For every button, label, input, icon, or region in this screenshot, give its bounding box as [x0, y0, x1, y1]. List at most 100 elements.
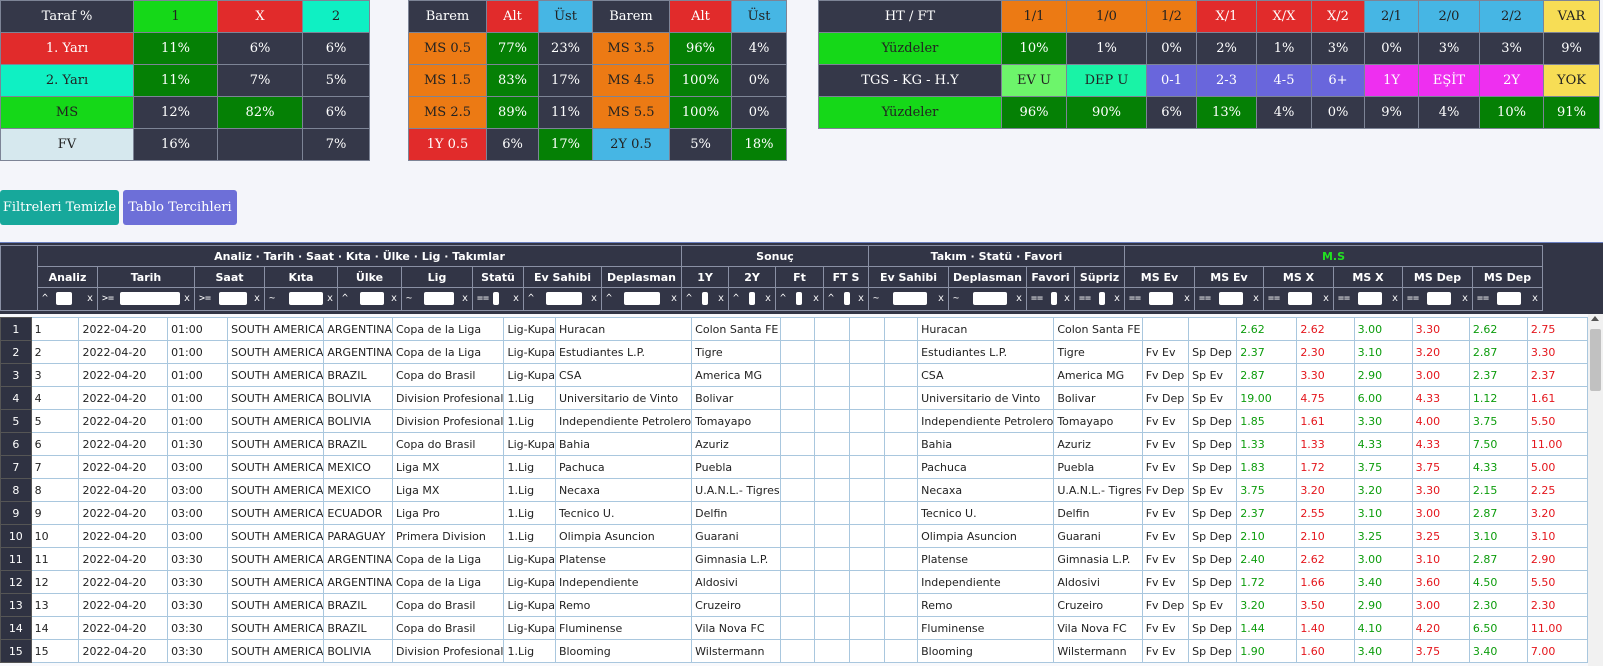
filter-operator[interactable]: ^ — [686, 293, 693, 304]
table-row[interactable]: 14 14 2022-04-20 03:30 SOUTH AMERICA BRAZIL Co… — [0, 616, 1589, 640]
filter-input[interactable] — [360, 292, 384, 305]
filter-operator[interactable]: == — [1338, 293, 1351, 304]
column-header[interactable]: Favori — [1026, 266, 1075, 288]
filter-clear-icon[interactable]: x — [764, 293, 771, 304]
column-header[interactable]: Deplasman — [948, 266, 1027, 288]
row-number[interactable]: 7 — [0, 455, 32, 479]
row-number[interactable]: 1 — [0, 317, 32, 341]
filter-operator[interactable]: >= — [199, 293, 212, 304]
column-header[interactable]: Deplasman — [601, 266, 682, 288]
filter-clear-icon[interactable]: x — [512, 293, 519, 304]
filter-operator[interactable]: == — [1079, 293, 1092, 304]
row-number[interactable]: 15 — [0, 639, 32, 663]
filter-clear-icon[interactable]: x — [1461, 293, 1468, 304]
filter-operator[interactable]: ~ — [953, 293, 960, 304]
filter-operator[interactable]: == — [1268, 293, 1281, 304]
filter-operator[interactable]: ^ — [733, 293, 740, 304]
filter-clear-icon[interactable]: x — [1015, 293, 1022, 304]
column-header[interactable]: Ev Sahibi — [868, 266, 949, 288]
filter-clear-icon[interactable]: x — [390, 293, 397, 304]
column-header[interactable]: FT S — [823, 266, 869, 288]
filter-operator[interactable]: ^ — [42, 293, 49, 304]
filter-operator[interactable]: ^ — [780, 293, 787, 304]
filter-operator[interactable]: >= — [102, 293, 115, 304]
column-header[interactable]: Kıta — [264, 266, 338, 288]
column-header[interactable]: Lig — [401, 266, 473, 288]
row-number[interactable]: 6 — [0, 432, 32, 456]
filter-input[interactable] — [893, 292, 927, 305]
filter-clear-icon[interactable]: x — [1063, 293, 1070, 304]
filter-operator[interactable]: == — [1129, 293, 1142, 304]
filter-input[interactable] — [1051, 292, 1057, 305]
filter-clear-icon[interactable]: x — [461, 293, 468, 304]
filter-operator[interactable]: ^ — [342, 293, 349, 304]
column-header[interactable]: MS Ev — [1124, 266, 1195, 288]
column-header[interactable]: Ev Sahibi — [523, 266, 602, 288]
filter-operator[interactable]: == — [1199, 293, 1212, 304]
filter-operator[interactable]: == — [1407, 293, 1420, 304]
vertical-scrollbar[interactable] — [1588, 314, 1603, 666]
filter-operator[interactable]: == — [1031, 293, 1044, 304]
column-header[interactable]: 1Y — [681, 266, 729, 288]
filter-operator[interactable]: ~ — [873, 293, 880, 304]
filter-input[interactable] — [624, 292, 660, 305]
table-row[interactable]: 13 13 2022-04-20 03:30 SOUTH AMERICA BRAZIL Co… — [0, 593, 1589, 617]
column-header[interactable]: Tarih — [97, 266, 195, 288]
filter-input[interactable] — [219, 292, 247, 305]
table-row[interactable]: 5 5 2022-04-20 01:00 SOUTH AMERICA BOLIVIA Div… — [0, 409, 1589, 433]
filter-clear-icon[interactable]: x — [183, 293, 190, 304]
row-number[interactable]: 13 — [0, 593, 32, 617]
table-row[interactable]: 15 15 2022-04-20 03:30 SOUTH AMERICA BOLIVIA D… — [0, 639, 1589, 663]
filter-input[interactable] — [973, 292, 1007, 305]
column-header[interactable]: Ft — [775, 266, 824, 288]
filter-clear-icon[interactable]: x — [1322, 293, 1329, 304]
filter-clear-icon[interactable]: x — [590, 293, 597, 304]
filter-operator[interactable]: ~ — [406, 293, 413, 304]
row-number[interactable]: 14 — [0, 616, 32, 640]
table-row[interactable]: 1 1 2022-04-20 01:00 SOUTH AMERICA ARGENTINA C… — [0, 317, 1589, 341]
table-row[interactable]: 2 2 2022-04-20 01:00 SOUTH AMERICA ARGENTINA C… — [0, 340, 1589, 364]
table-row[interactable]: 8 8 2022-04-20 03:00 SOUTH AMERICA MEXICO Liga… — [0, 478, 1589, 502]
filter-input[interactable] — [1149, 292, 1173, 305]
row-number[interactable]: 2 — [0, 340, 32, 364]
filter-input[interactable] — [289, 292, 323, 305]
table-row[interactable]: 3 3 2022-04-20 01:00 SOUTH AMERICA BRAZIL Copa… — [0, 363, 1589, 387]
filter-input[interactable] — [56, 292, 72, 305]
table-row[interactable]: 6 6 2022-04-20 01:30 SOUTH AMERICA BRAZIL Copa… — [0, 432, 1589, 456]
scroll-thumb[interactable] — [1590, 329, 1601, 391]
filter-clear-icon[interactable]: x — [1391, 293, 1398, 304]
filter-clear-icon[interactable]: x — [326, 293, 333, 304]
filter-operator[interactable]: ^ — [606, 293, 613, 304]
column-header[interactable]: MS Dep — [1472, 266, 1543, 288]
filter-input[interactable] — [546, 292, 582, 305]
filter-clear-icon[interactable]: x — [670, 293, 677, 304]
filter-operator[interactable]: == — [1477, 293, 1490, 304]
filter-input[interactable] — [1427, 292, 1451, 305]
row-number[interactable]: 12 — [0, 570, 32, 594]
column-header[interactable]: Saat — [194, 266, 265, 288]
column-header[interactable]: Ülke — [337, 266, 402, 288]
table-row[interactable]: 4 4 2022-04-20 01:00 SOUTH AMERICA BOLIVIA Div… — [0, 386, 1589, 410]
filter-clear-icon[interactable]: x — [253, 293, 260, 304]
row-number[interactable]: 9 — [0, 501, 32, 525]
filter-clear-icon[interactable]: x — [1252, 293, 1259, 304]
table-row[interactable]: 10 10 2022-04-20 03:00 SOUTH AMERICA PARAGUAY… — [0, 524, 1589, 548]
column-header[interactable]: MS Dep — [1402, 266, 1473, 288]
column-header[interactable]: Statü — [472, 266, 524, 288]
row-number[interactable]: 11 — [0, 547, 32, 571]
filter-input[interactable] — [120, 292, 180, 305]
row-number[interactable]: 3 — [0, 363, 32, 387]
table-row[interactable]: 7 7 2022-04-20 03:00 SOUTH AMERICA MEXICO Liga… — [0, 455, 1589, 479]
filter-input[interactable] — [749, 292, 755, 305]
filter-input[interactable] — [424, 292, 454, 305]
column-header[interactable]: Süpriz — [1074, 266, 1125, 288]
filter-operator[interactable]: ^ — [828, 293, 835, 304]
filter-input[interactable] — [1497, 292, 1521, 305]
column-header[interactable]: MS Ev — [1194, 266, 1264, 288]
column-header[interactable]: Analiz — [37, 266, 98, 288]
row-number[interactable]: 10 — [0, 524, 32, 548]
filter-input[interactable] — [702, 292, 708, 305]
row-number[interactable]: 8 — [0, 478, 32, 502]
filter-input[interactable] — [796, 292, 802, 305]
filter-clear-icon[interactable]: x — [812, 293, 819, 304]
